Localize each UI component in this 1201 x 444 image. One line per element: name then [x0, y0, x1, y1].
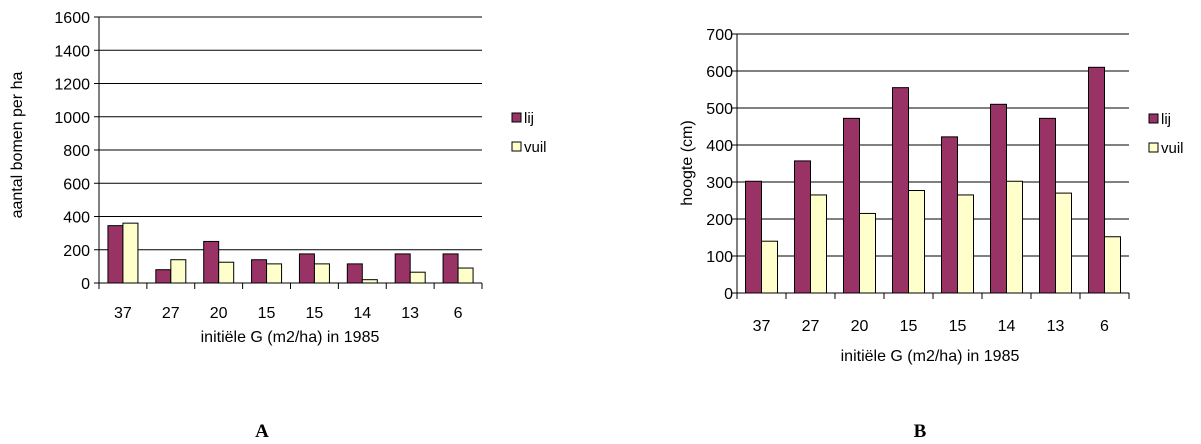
legend-swatch-a-lij: [511, 112, 522, 123]
bar-a-lij-5: [346, 263, 363, 284]
bar-a-vuil-6: [409, 271, 426, 284]
bar-b-lij-4: [941, 136, 958, 294]
bar-a-lij-1: [155, 269, 172, 284]
bar-b-vuil-0: [761, 240, 778, 294]
bar-a-vuil-3: [266, 263, 283, 284]
bar-b-vuil-3: [908, 190, 925, 294]
bar-a-vuil-7: [457, 267, 474, 284]
bar-a-lij-4: [298, 253, 315, 284]
y-tick-label-b-0: 0: [724, 286, 733, 303]
x-tick-label-a-6: 13: [401, 305, 419, 322]
x-tick-label-b-2: 20: [851, 318, 869, 335]
x-axis-title-b: initiële G (m2/ha) in 1985: [841, 348, 1020, 365]
y-tick-label-a-4: 800: [63, 143, 90, 160]
legend-label-a-vuil: vuil: [524, 139, 547, 156]
x-tick-label-a-1: 27: [162, 305, 180, 322]
y-tick-label-a-6: 1200: [54, 77, 90, 94]
bar-b-vuil-7: [1104, 236, 1121, 294]
legend-label-b-vuil: vuil: [1161, 140, 1184, 157]
legend-swatch-a-vuil: [511, 141, 522, 152]
x-tick-label-a-5: 14: [353, 305, 371, 322]
bar-a-lij-0: [107, 225, 124, 284]
bar-a-lij-2: [203, 240, 220, 284]
y-tick-label-a-5: 1000: [54, 110, 90, 127]
x-tick-label-b-1: 27: [802, 318, 820, 335]
bar-a-lij-7: [442, 253, 459, 284]
bar-a-vuil-2: [218, 261, 235, 284]
chart-b: 0 100 200 300 400 500 600 700 37 27 20 15 15 14 13 6 ini…: [679, 27, 1184, 442]
y-tick-label-a-2: 400: [63, 210, 90, 227]
bar-b-vuil-4: [957, 194, 974, 294]
x-tick-label-b-5: 14: [998, 318, 1016, 335]
y-tick-label-b-3: 300: [706, 175, 733, 192]
bar-b-lij-3: [892, 87, 909, 294]
legend-swatch-b-lij: [1148, 113, 1159, 124]
bar-a-vuil-4: [313, 263, 330, 284]
y-axis-title-a: aantal bomen per ha: [9, 72, 26, 219]
x-tick-label-a-2: 20: [210, 305, 228, 322]
bar-a-lij-6: [394, 253, 411, 284]
x-tick-label-b-4: 15: [949, 318, 967, 335]
x-tick-label-b-6: 13: [1047, 318, 1065, 335]
x-tick-label-b-0: 37: [753, 318, 771, 335]
bar-a-vuil-0: [122, 222, 139, 284]
panel-label-b: B: [914, 421, 927, 442]
y-tick-label-b-4: 400: [706, 138, 733, 155]
chart-a: 0 200 400 600 800 1000 1200 1400 1600 37 27 20 15 15 1…: [9, 10, 547, 442]
bar-b-lij-0: [745, 180, 762, 294]
y-tick-label-b-5: 500: [706, 101, 733, 118]
y-tick-label-a-1: 200: [63, 243, 90, 260]
x-tick-label-a-3: 15: [258, 305, 276, 322]
x-tick-label-b-3: 15: [900, 318, 918, 335]
y-tick-label-a-3: 600: [63, 176, 90, 193]
y-tick-label-a-0: 0: [81, 276, 90, 293]
bar-b-lij-5: [990, 103, 1007, 294]
bar-a-vuil-1: [170, 259, 187, 284]
bar-b-lij-1: [794, 160, 811, 294]
bar-b-lij-2: [843, 117, 860, 294]
bar-b-lij-7: [1088, 66, 1105, 294]
y-tick-label-b-7: 700: [706, 27, 733, 44]
legend-label-a-lij: lij: [524, 110, 534, 127]
legend-swatch-b-vuil: [1148, 142, 1159, 153]
bar-a-vuil-5: [361, 279, 378, 284]
x-tick-label-a-4: 15: [306, 305, 324, 322]
bar-a-lij-3: [251, 259, 268, 284]
y-tick-label-b-1: 100: [706, 249, 733, 266]
y-axis-title-b: hoogte (cm): [679, 120, 696, 205]
x-tick-label-a-7: 6: [454, 305, 463, 322]
legend-label-b-lij: lij: [1161, 111, 1171, 128]
x-axis-title-a: initiële G (m2/ha) in 1985: [201, 329, 380, 346]
bar-b-vuil-6: [1055, 192, 1072, 294]
bar-b-lij-6: [1039, 117, 1056, 294]
bar-b-vuil-5: [1006, 180, 1023, 294]
bar-b-vuil-1: [810, 194, 827, 294]
y-tick-label-b-2: 200: [706, 212, 733, 229]
x-tick-label-a-0: 37: [114, 305, 132, 322]
y-tick-label-a-8: 1600: [54, 10, 90, 27]
bar-b-vuil-2: [859, 212, 876, 294]
y-tick-label-b-6: 600: [706, 64, 733, 81]
x-tick-label-b-7: 6: [1100, 318, 1109, 335]
panel-label-a: A: [255, 421, 269, 442]
y-tick-label-a-7: 1400: [54, 43, 90, 60]
